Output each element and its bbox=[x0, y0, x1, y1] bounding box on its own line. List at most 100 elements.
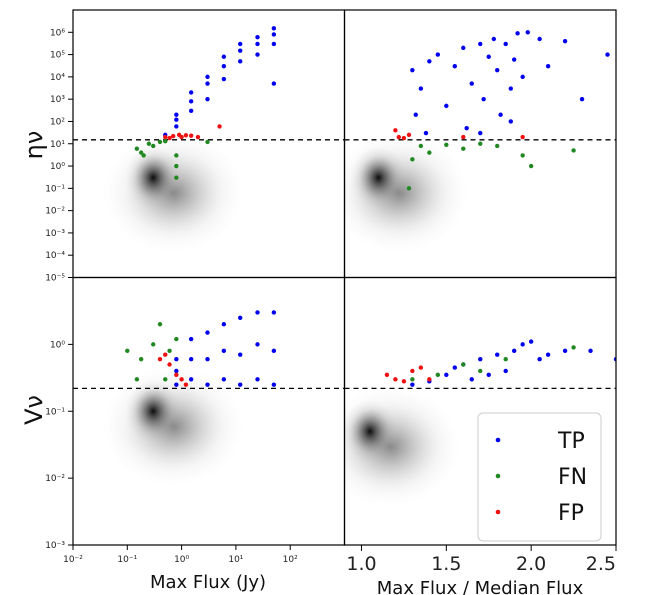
point-fn bbox=[571, 345, 576, 350]
point-tp bbox=[508, 86, 513, 91]
x-tick-label-log: 10⁻¹ bbox=[117, 555, 137, 565]
point-tp bbox=[410, 67, 415, 73]
point-fp bbox=[179, 134, 184, 140]
point-tp bbox=[461, 45, 466, 51]
point-tp bbox=[271, 348, 277, 354]
point-fp bbox=[217, 124, 222, 129]
point-tp bbox=[174, 117, 179, 122]
x-tick-label-log: 10⁻² bbox=[63, 555, 83, 565]
point-tp bbox=[174, 368, 179, 374]
point-tp bbox=[221, 377, 227, 382]
point-tp bbox=[481, 96, 486, 102]
point-tp bbox=[605, 52, 610, 57]
density-bottom-right bbox=[345, 386, 460, 507]
point-tp bbox=[188, 99, 194, 104]
point-fn bbox=[163, 377, 168, 382]
x-axis-title-right: Max Flux / Median Flux bbox=[377, 578, 584, 595]
point-tp bbox=[562, 348, 568, 354]
point-fn bbox=[435, 372, 441, 378]
points-layer bbox=[73, 26, 616, 390]
point-fn bbox=[167, 348, 172, 354]
y-tick-label-bottom: 10⁻³ bbox=[45, 541, 65, 551]
point-fn bbox=[410, 377, 415, 382]
point-tp bbox=[271, 26, 277, 31]
point-fn bbox=[478, 141, 483, 146]
point-tp bbox=[255, 41, 260, 47]
point-fn bbox=[151, 143, 156, 149]
points-top-right bbox=[393, 30, 610, 191]
point-tp bbox=[221, 322, 227, 327]
point-tp bbox=[188, 90, 194, 95]
point-fn bbox=[461, 146, 466, 151]
panel-frame bbox=[343, 276, 617, 546]
point-tp bbox=[255, 52, 260, 57]
x-tick-label-log: 10² bbox=[283, 555, 298, 565]
point-tp bbox=[174, 124, 179, 129]
point-tp bbox=[255, 377, 260, 382]
point-tp bbox=[545, 352, 551, 357]
point-tp bbox=[452, 365, 457, 370]
point-fn bbox=[461, 362, 466, 367]
point-tp bbox=[486, 372, 491, 378]
x-tick-label-linear: 2.5 bbox=[586, 553, 616, 575]
point-fn bbox=[478, 368, 483, 374]
point-fp bbox=[418, 365, 424, 370]
point-fn bbox=[174, 153, 179, 158]
point-tp bbox=[221, 76, 227, 82]
point-fn bbox=[138, 357, 144, 362]
point-fp bbox=[157, 357, 163, 362]
point-tp bbox=[255, 342, 260, 347]
point-fn bbox=[503, 357, 508, 362]
point-fn bbox=[134, 146, 140, 151]
point-fn bbox=[444, 142, 449, 147]
x-tick-label-log: 10⁰ bbox=[174, 555, 189, 565]
point-tp bbox=[528, 339, 534, 344]
y-tick-label-top: 10⁻³ bbox=[45, 229, 65, 239]
point-tp bbox=[562, 38, 568, 44]
legend-marker-tp bbox=[495, 437, 501, 443]
point-fn bbox=[174, 163, 179, 169]
point-fn bbox=[163, 139, 168, 144]
point-tp bbox=[495, 67, 500, 73]
point-fn bbox=[174, 175, 179, 180]
point-tp bbox=[237, 382, 243, 387]
point-tp bbox=[188, 377, 194, 382]
point-fp bbox=[167, 135, 172, 141]
point-tp bbox=[188, 108, 194, 114]
points-bottom-right bbox=[384, 339, 616, 387]
point-tp bbox=[515, 31, 520, 36]
point-tp bbox=[174, 112, 179, 117]
x-axis-title-left: Max Flux (Jy) bbox=[150, 572, 266, 593]
point-tp bbox=[413, 112, 418, 117]
point-tp bbox=[579, 96, 585, 102]
y-tick-label-top: 10³ bbox=[50, 95, 65, 105]
point-fp bbox=[179, 377, 184, 382]
point-fn bbox=[520, 153, 525, 158]
point-fn bbox=[141, 153, 146, 158]
density-top-right bbox=[345, 132, 469, 253]
density-bottom-left bbox=[103, 366, 244, 487]
point-tp bbox=[205, 81, 210, 86]
point-tp bbox=[469, 81, 474, 86]
point-tp bbox=[503, 368, 508, 374]
y-tick-label-top: 10⁻⁴ bbox=[45, 251, 65, 261]
point-tp bbox=[205, 357, 210, 362]
y-tick-label-bottom: 10⁻¹ bbox=[45, 407, 65, 417]
y-tick-label-top: 10⁻¹ bbox=[45, 184, 65, 194]
point-fn bbox=[205, 139, 210, 145]
y-tick-label-top: 10⁴ bbox=[50, 73, 65, 83]
point-tp bbox=[255, 310, 260, 315]
point-tp bbox=[418, 86, 424, 91]
point-tp bbox=[271, 310, 277, 315]
point-tp bbox=[205, 96, 210, 102]
x-tick-label-linear: 2.0 bbox=[516, 553, 546, 575]
point-fp bbox=[406, 132, 412, 138]
tick-layer: 10⁻² 10⁻¹ 10⁰ 10¹ 10² 1.0 1.5 2.0 2.5 10⁶ 10⁵ 10⁴ 10… bbox=[45, 28, 617, 575]
point-tp bbox=[486, 54, 491, 59]
point-fp bbox=[393, 128, 398, 133]
point-fn bbox=[157, 139, 163, 145]
point-fp bbox=[195, 134, 201, 140]
legend-label-fp: FP bbox=[558, 501, 584, 526]
point-fn bbox=[427, 150, 432, 155]
